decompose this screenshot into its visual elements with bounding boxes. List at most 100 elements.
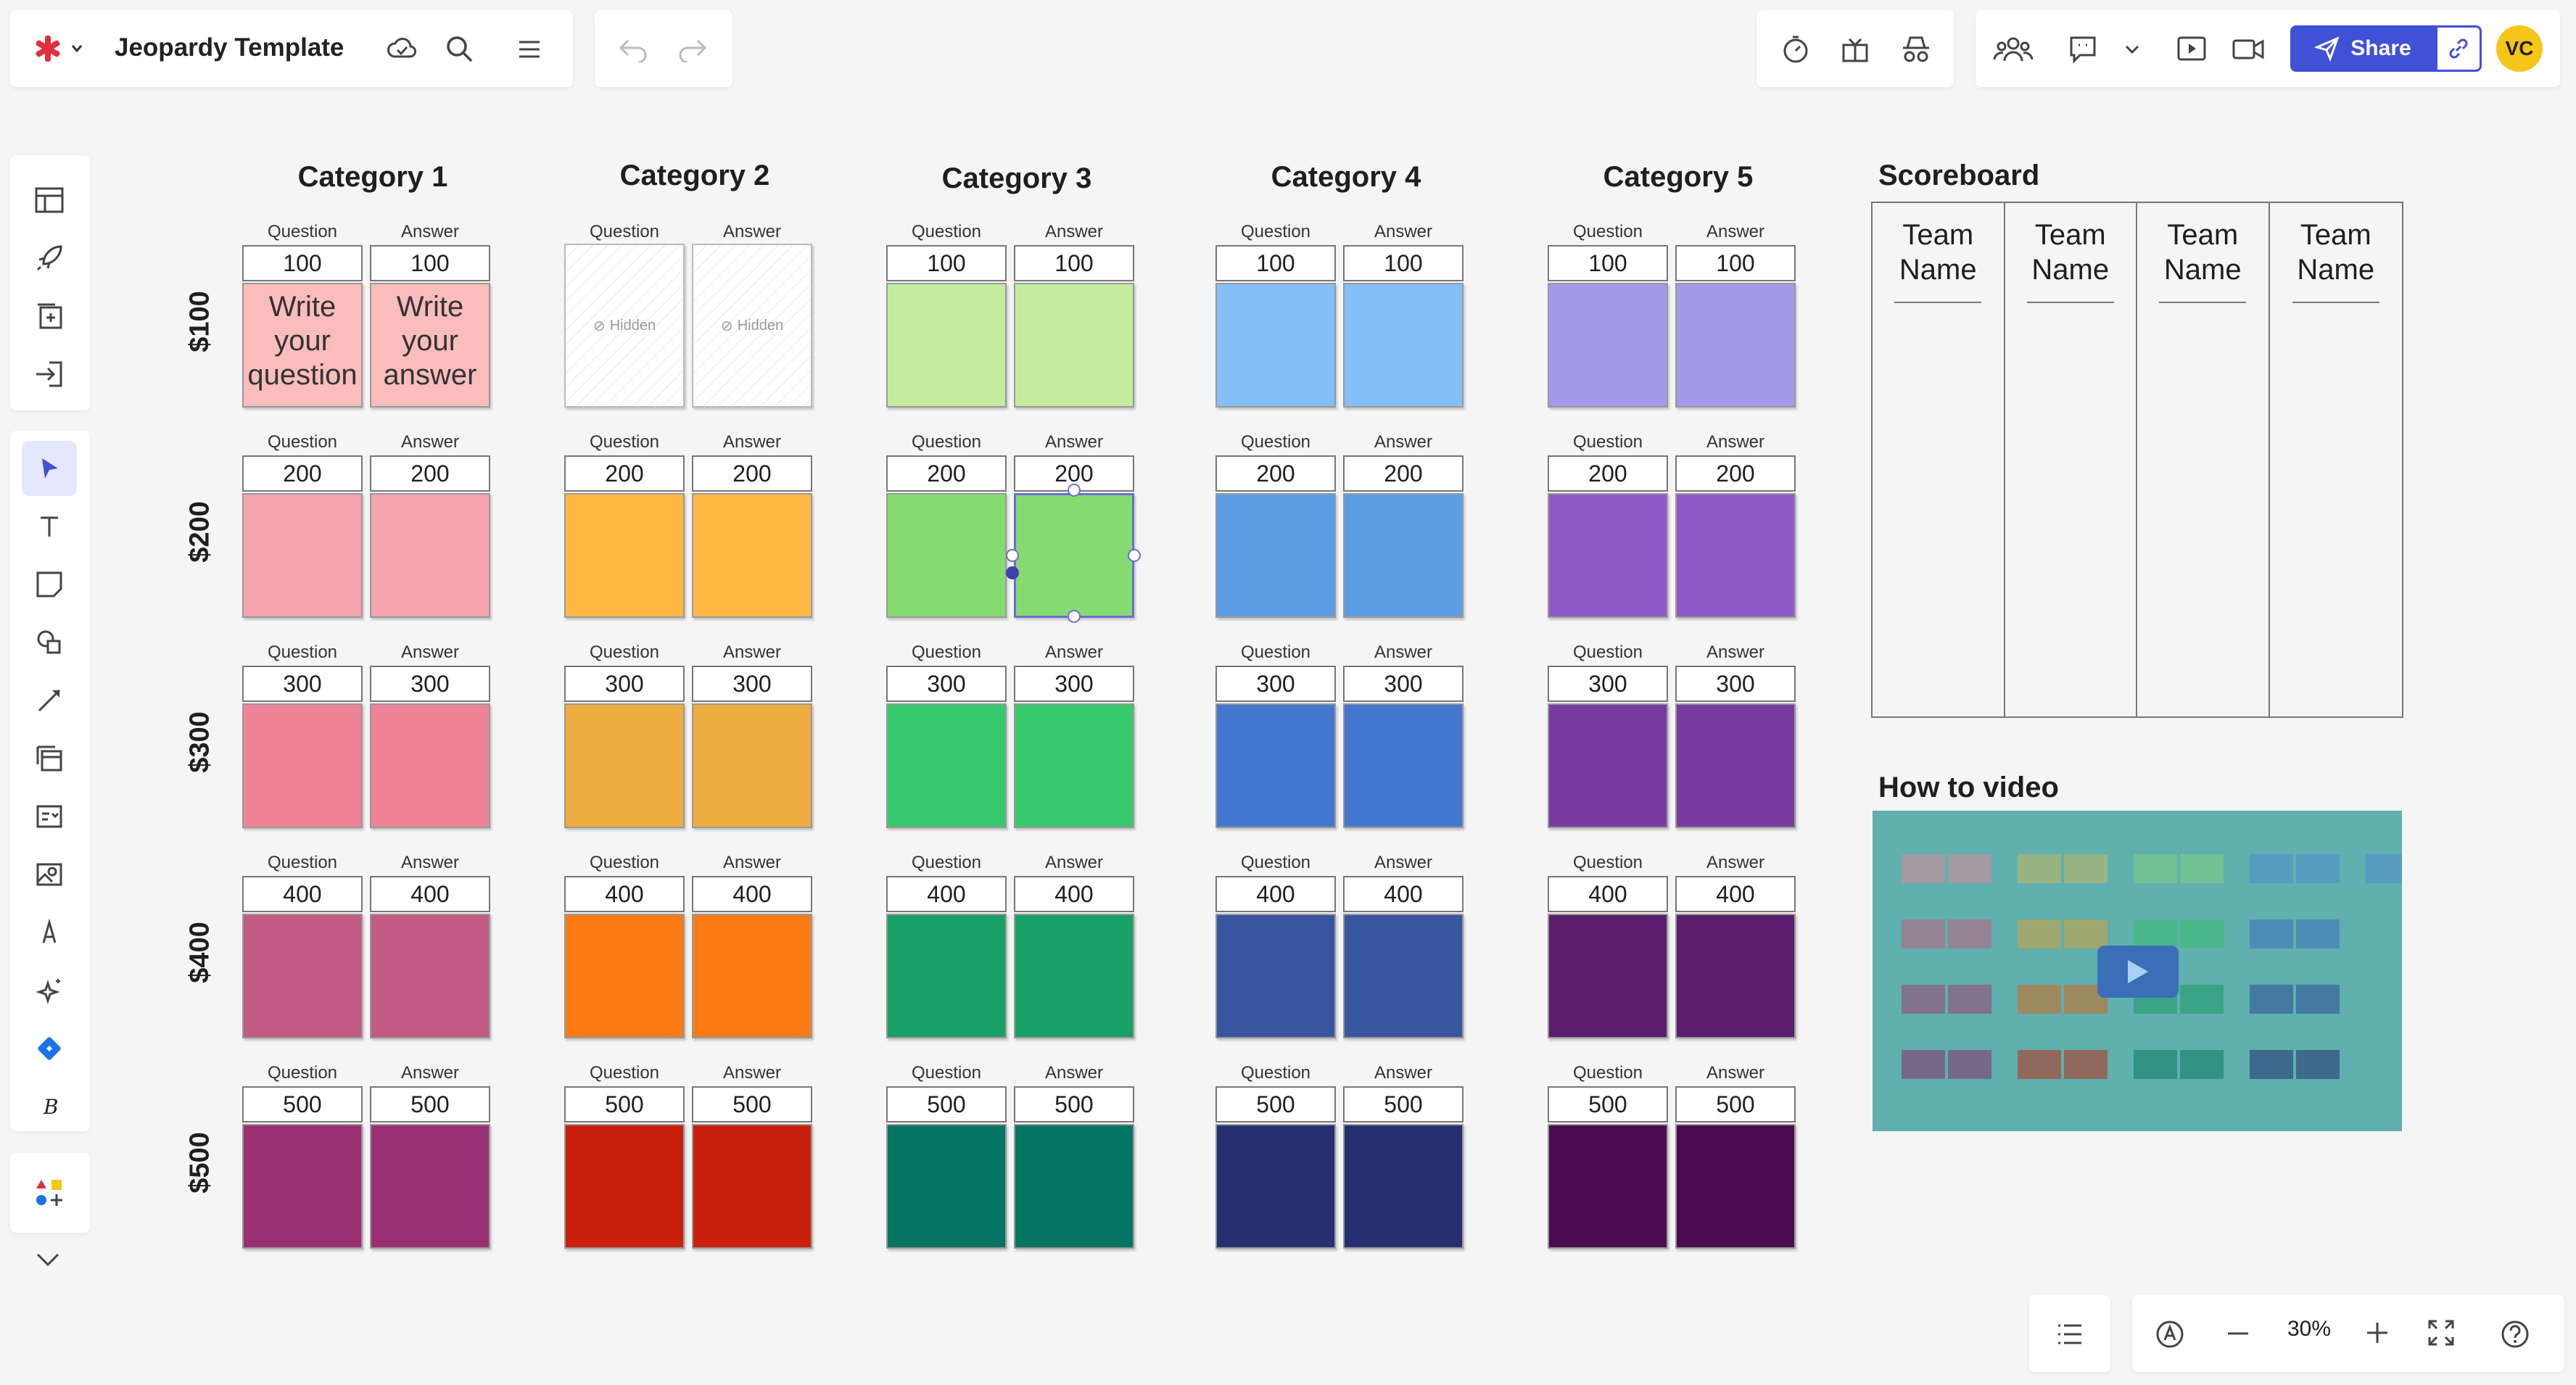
answer-value-box[interactable]: 400: [370, 876, 490, 912]
question-value-box[interactable]: 100: [242, 245, 363, 281]
answer-value-box[interactable]: 200: [1343, 455, 1464, 492]
connector-tool[interactable]: [22, 673, 77, 728]
category-title[interactable]: Category 5: [1603, 161, 1754, 193]
question-card[interactable]: [564, 493, 685, 618]
question-card[interactable]: Write your question: [242, 283, 363, 408]
present-icon[interactable]: [2176, 33, 2208, 65]
question-card[interactable]: [886, 1124, 1007, 1249]
diagram-icon[interactable]: [22, 1021, 77, 1076]
timer-icon[interactable]: [1780, 33, 1812, 65]
answer-value-box[interactable]: 300: [1675, 666, 1796, 702]
menu-icon[interactable]: [516, 36, 542, 62]
question-card[interactable]: [1548, 914, 1668, 1038]
question-value-box[interactable]: 300: [1215, 666, 1336, 702]
question-card[interactable]: [886, 493, 1007, 618]
answer-value-box[interactable]: 100: [370, 245, 490, 281]
chevron-down-icon[interactable]: [2123, 42, 2141, 57]
question-card[interactable]: [242, 493, 363, 618]
answer-card[interactable]: [370, 914, 490, 1038]
text-tool[interactable]: [22, 499, 77, 554]
team-name-cell[interactable]: Team Name: [2159, 203, 2247, 303]
add-page-icon[interactable]: [22, 289, 77, 344]
answer-card[interactable]: [370, 493, 490, 618]
answer-value-box[interactable]: 200: [370, 455, 490, 492]
copy-link-button[interactable]: [2435, 25, 2482, 72]
question-card[interactable]: [242, 1124, 363, 1249]
selection-handle[interactable]: [1068, 484, 1081, 497]
select-tool[interactable]: [22, 441, 77, 496]
answer-card[interactable]: [1675, 914, 1796, 1038]
answer-value-box[interactable]: 400: [1675, 876, 1796, 912]
avatar[interactable]: VC: [2496, 25, 2543, 72]
category-title[interactable]: Category 3: [941, 162, 1092, 194]
answer-card[interactable]: [1343, 914, 1464, 1038]
answer-value-box[interactable]: 100: [1343, 245, 1464, 281]
zoom-level[interactable]: 30%: [2287, 1317, 2332, 1341]
question-card[interactable]: [886, 283, 1007, 408]
question-value-box[interactable]: 100: [1548, 245, 1668, 281]
category-title[interactable]: Category 2: [619, 160, 770, 191]
answer-card[interactable]: [1343, 283, 1464, 408]
answer-value-box[interactable]: 300: [1014, 666, 1134, 702]
question-value-box[interactable]: 200: [242, 455, 363, 492]
answer-card[interactable]: [1014, 914, 1134, 1038]
question-value-box[interactable]: 200: [564, 455, 685, 492]
answer-value-box[interactable]: 300: [1343, 666, 1464, 702]
selection-handle[interactable]: [1128, 549, 1141, 562]
answer-value-box[interactable]: 500: [1014, 1086, 1134, 1123]
answer-value-box[interactable]: 100: [1675, 245, 1796, 281]
answer-card[interactable]: [692, 914, 812, 1038]
answer-value-box[interactable]: 300: [692, 666, 812, 702]
question-value-box[interactable]: 500: [564, 1086, 685, 1123]
expand-toolbar-icon[interactable]: [33, 1249, 62, 1270]
category-title[interactable]: Category 1: [297, 161, 448, 193]
answer-card[interactable]: [370, 1124, 490, 1249]
selected-answer-card[interactable]: [1014, 493, 1134, 618]
answer-card[interactable]: [1014, 1124, 1134, 1249]
question-value-box[interactable]: 300: [242, 666, 363, 702]
list-outline-icon[interactable]: [2055, 1320, 2084, 1349]
help-icon[interactable]: [2499, 1318, 2531, 1350]
cloud-sync-icon[interactable]: [386, 35, 418, 64]
answer-card[interactable]: [1014, 703, 1134, 828]
answer-card[interactable]: [1343, 703, 1464, 828]
question-value-box[interactable]: 500: [1215, 1086, 1336, 1123]
answer-card[interactable]: [1343, 493, 1464, 618]
app-logo-icon[interactable]: [32, 32, 91, 65]
question-value-box[interactable]: 500: [1548, 1086, 1668, 1123]
answer-card[interactable]: [1343, 1124, 1464, 1249]
team-name-cell[interactable]: Team Name: [1894, 203, 1982, 303]
question-value-box[interactable]: 400: [564, 876, 685, 912]
question-card[interactable]: [564, 1124, 685, 1249]
question-value-box[interactable]: 400: [242, 876, 363, 912]
document-title[interactable]: Jeopardy Template: [115, 33, 344, 62]
pen-tool[interactable]: [22, 905, 77, 960]
category-title[interactable]: Category 4: [1271, 161, 1421, 193]
answer-card[interactable]: [1675, 703, 1796, 828]
rocket-icon[interactable]: [22, 231, 77, 286]
shapes-tool[interactable]: [22, 615, 77, 670]
scoreboard-table[interactable]: Team Name Team Name Team Name Team Name: [1871, 202, 2403, 718]
ai-sparkle-tool[interactable]: [22, 963, 77, 1018]
question-card[interactable]: [564, 914, 685, 1038]
question-card[interactable]: [1548, 1124, 1668, 1249]
form-tool[interactable]: [22, 789, 77, 844]
image-tool[interactable]: [22, 847, 77, 902]
shape-library-icon[interactable]: [22, 1165, 78, 1220]
fullscreen-icon[interactable]: [2427, 1318, 2456, 1347]
answer-value-box[interactable]: 500: [692, 1086, 812, 1123]
video-embed[interactable]: [1873, 811, 2402, 1131]
question-card[interactable]: [1548, 703, 1668, 828]
answer-value-box[interactable]: 200: [1675, 455, 1796, 492]
question-hidden-card[interactable]: ⊘ Hidden: [564, 244, 685, 408]
accessibility-icon[interactable]: [2154, 1318, 2186, 1350]
question-card[interactable]: [1548, 283, 1668, 408]
question-card[interactable]: [242, 703, 363, 828]
gift-icon[interactable]: [1839, 33, 1871, 65]
question-card[interactable]: [564, 703, 685, 828]
answer-value-box[interactable]: 400: [1343, 876, 1464, 912]
question-value-box[interactable]: 200: [1548, 455, 1668, 492]
answer-card[interactable]: [692, 1124, 812, 1249]
question-card[interactable]: [1215, 283, 1336, 408]
answer-value-box[interactable]: 400: [692, 876, 812, 912]
